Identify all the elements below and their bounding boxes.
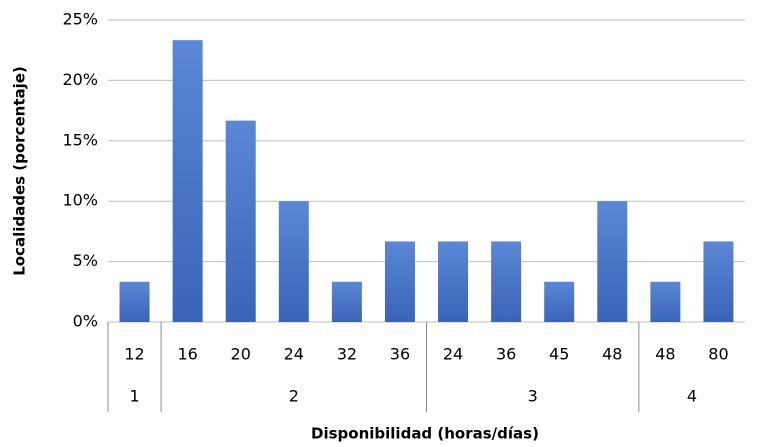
x-tick-label: 48 xyxy=(602,345,622,364)
x-tick-label: 45 xyxy=(549,345,569,364)
bar xyxy=(438,241,469,322)
x-tick-label: 36 xyxy=(496,345,516,364)
y-tick-label: 25% xyxy=(62,10,98,29)
x-tick-label: 12 xyxy=(124,345,144,364)
x-tick-label: 20 xyxy=(231,345,251,364)
y-axis-title: Localidades (porcentaje) xyxy=(11,66,29,276)
x-tick-label: 24 xyxy=(443,345,463,364)
x-tick-label: 24 xyxy=(284,345,304,364)
x-tick-label: 16 xyxy=(177,345,197,364)
bar xyxy=(119,281,150,322)
bar xyxy=(544,281,575,322)
y-tick-label: 15% xyxy=(62,130,98,149)
x-axis-title: Disponibilidad (horas/días) xyxy=(311,425,539,443)
x-tick-label: 48 xyxy=(655,345,675,364)
y-tick-label: 20% xyxy=(62,70,98,89)
group-label: 3 xyxy=(528,387,538,406)
group-label: 4 xyxy=(687,387,697,406)
x-tick-label: 80 xyxy=(708,345,728,364)
bar xyxy=(650,281,681,322)
bar xyxy=(703,241,734,322)
y-tick-label: 10% xyxy=(62,191,98,210)
y-tick-label: 5% xyxy=(73,251,98,270)
bar xyxy=(384,241,415,322)
x-tick-label: 32 xyxy=(337,345,357,364)
bar xyxy=(172,40,203,323)
bar xyxy=(278,201,309,322)
group-label: 2 xyxy=(289,387,299,406)
bar xyxy=(225,120,256,322)
group-label: 1 xyxy=(129,387,139,406)
bar xyxy=(597,201,628,322)
y-tick-label: 0% xyxy=(73,312,98,331)
bar xyxy=(491,241,522,322)
bar xyxy=(331,281,362,322)
x-tick-label: 36 xyxy=(390,345,410,364)
